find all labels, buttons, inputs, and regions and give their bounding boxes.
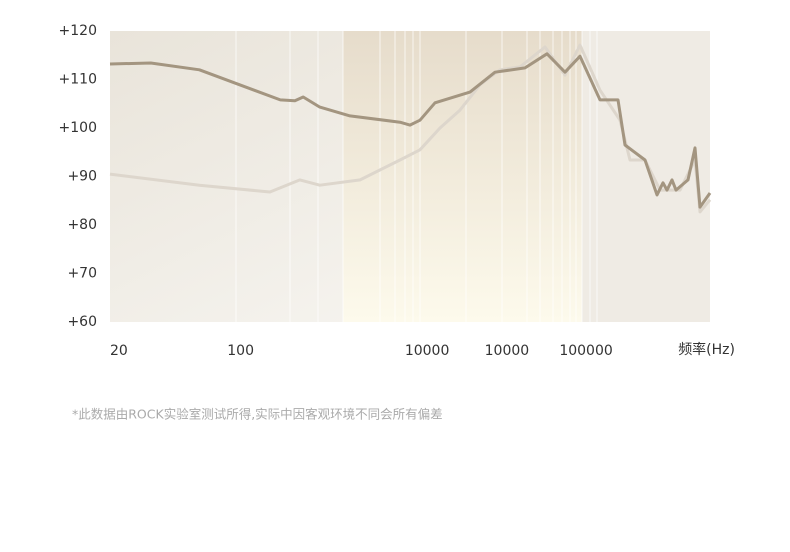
x-tick-label: 100 bbox=[227, 343, 254, 359]
y-tick-label: +70 bbox=[67, 266, 97, 282]
y-tick-label: +120 bbox=[59, 23, 97, 39]
y-tick-label: +100 bbox=[59, 120, 97, 136]
y-tick-label: +110 bbox=[59, 72, 97, 88]
y-tick-label: +80 bbox=[67, 217, 97, 233]
x-tick-label: 10000 bbox=[485, 343, 530, 359]
x-tick-label: 10000 bbox=[405, 343, 450, 359]
y-tick-label: +60 bbox=[67, 314, 97, 330]
frequency-curve bbox=[109, 52, 712, 209]
plot-background bbox=[110, 31, 710, 322]
x-tick-label: 100000 bbox=[559, 343, 612, 359]
x-tick-label: 20 bbox=[110, 343, 128, 359]
y-tick-label: +90 bbox=[67, 169, 97, 185]
footnote: *此数据由ROCK实验室测试所得,实际中因客观环境不同会所有偏差 bbox=[72, 407, 443, 422]
x-axis-label: 频率(Hz) bbox=[678, 341, 735, 358]
